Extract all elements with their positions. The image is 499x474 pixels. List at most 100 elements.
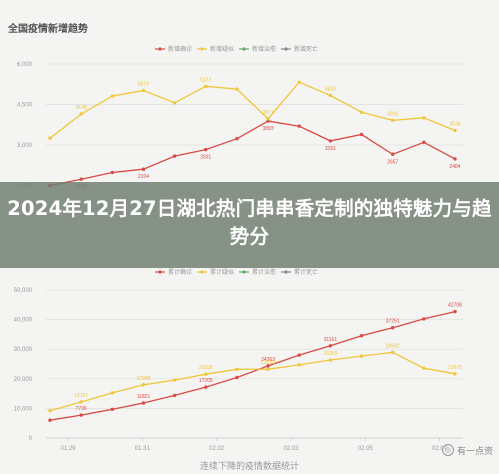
top-chart-data-label: 4148: [76, 105, 87, 111]
top-chart-data-label: 3916: [387, 111, 398, 117]
bottom-chart-data-point: [359, 354, 364, 358]
top-chart-legend-marker: [242, 47, 246, 51]
top-chart-data-point: [266, 117, 270, 121]
bottom-chart-data-label: 42708: [448, 303, 462, 309]
bottom-chart-data-label: 23260: [261, 360, 275, 366]
bottom-chart-data-label: 21675: [448, 365, 462, 371]
top-chart-data-point: [390, 118, 395, 122]
bottom-chart-data-label: 12167: [74, 393, 88, 399]
bottom-chart-data-point: [204, 372, 208, 376]
top-chart-data-label: 4833: [325, 87, 336, 93]
bottom-chart-xtick-label: 01.29: [60, 446, 76, 452]
top-chart-series-line: [49, 81, 456, 139]
top-chart-data-point: [359, 132, 364, 137]
bottom-chart-xtick-label: 01.31: [135, 446, 151, 452]
bottom-chart-data-point: [328, 344, 333, 348]
bottom-chart-ytick-label: 0: [29, 436, 33, 442]
top-chart-data-point: [235, 136, 239, 141]
top-chart-data-point: [422, 116, 426, 120]
top-chart-data-label: 2104: [138, 174, 149, 180]
bottom-chart-xtick-label: 02.03: [283, 446, 299, 452]
bottom-chart-data-point: [172, 393, 177, 398]
top-chart-ytick-label: 6,000: [17, 62, 33, 68]
top-chart: 6,0004,5003,0001,500新增确诊新增疑似新增治愈新增死亡1733…: [17, 45, 463, 190]
bottom-chart-series-line: [49, 351, 456, 412]
bottom-chart-legend-label: 累计确诊: [168, 268, 192, 276]
bottom-chart-data-point: [359, 334, 364, 338]
bottom-chart-data-point: [204, 385, 208, 389]
top-chart-ytick-label: 4,500: [17, 103, 33, 109]
top-chart-data-point: [453, 128, 457, 133]
bottom-chart-data-point: [266, 364, 270, 368]
top-chart-data-point: [141, 167, 146, 171]
bottom-chart-data-point: [48, 418, 52, 422]
top-chart-legend-marker: [284, 47, 288, 51]
top-chart-data-point: [204, 84, 208, 89]
top-chart-ytick-label: 3,000: [17, 143, 33, 149]
top-chart-data-label: 3971: [263, 110, 274, 116]
top-chart-data-label: 5173: [200, 77, 211, 83]
bottom-chart-ytick-label: 50,000: [14, 288, 33, 294]
bottom-chart-data-point: [422, 366, 426, 370]
bottom-chart-legend-label: 累计疑似: [210, 268, 234, 276]
top-chart-data-label: 3893: [263, 126, 274, 132]
bottom-chart-data-point: [141, 401, 146, 405]
bottom-chart-data-label: 21558: [199, 365, 213, 371]
top-chart-data-label: 3151: [325, 146, 336, 152]
top-chart-data-point: [390, 152, 395, 156]
bottom-chart-ytick-label: 10,000: [14, 406, 33, 412]
top-chart-data-point: [172, 154, 177, 158]
watermark: ◎ 有一点资: [441, 442, 493, 458]
headline-text: 2024年12月27日湖北热门串串香定制的独特魅力与趋势分: [7, 197, 492, 248]
bottom-chart-xtick-label: 02.05: [358, 446, 374, 452]
bottom-chart-legend-label: 累计治愈: [252, 268, 276, 276]
bottom-chart-legend-label: 累计死亡: [294, 268, 318, 276]
bottom-chart-data-label: 11821: [137, 394, 151, 400]
top-chart-data-point: [48, 136, 52, 140]
top-chart-data-point: [79, 112, 83, 116]
bottom-chart-data-point: [266, 367, 270, 371]
bottom-chart-data-label: 17205: [199, 378, 213, 384]
top-chart-data-point: [79, 177, 83, 181]
bottom-chart-legend-marker: [158, 270, 162, 274]
top-chart-legend-label: 新增确诊: [168, 45, 192, 53]
top-chart-data-label: 2657: [387, 159, 398, 165]
top-chart-data-point: [297, 80, 301, 84]
top-chart-data-point: [172, 101, 177, 105]
top-chart-data-label: 3536: [449, 122, 460, 128]
bottom-chart-ytick-label: 20,000: [14, 377, 33, 383]
watermark-text: 有一点资: [456, 445, 493, 456]
top-chart-legend-label: 新增疑似: [210, 45, 234, 53]
bottom-chart-data-point: [79, 400, 83, 404]
top-chart-data-point: [141, 88, 146, 93]
bottom-chart-legend-marker: [242, 270, 246, 274]
bottom-chart-data-point: [48, 408, 52, 413]
top-chart-data-point: [422, 140, 426, 144]
bottom-chart-data-point: [453, 309, 457, 314]
bottom-chart-data-label: 7736: [76, 406, 87, 412]
bottom-chart-data-point: [110, 391, 115, 395]
bottom-chart-data-point: [235, 367, 239, 371]
bottom-chart-data-point: [172, 378, 177, 382]
top-chart-data-label: 5019: [138, 81, 149, 87]
bottom-chart-series-line: [49, 310, 456, 421]
top-chart-data-point: [359, 110, 364, 114]
bottom-chart-data-point: [390, 350, 395, 355]
bottom-chart-data-point: [297, 363, 301, 367]
bottom-chart-data-label: 37251: [386, 319, 400, 325]
top-chart-data-point: [453, 157, 457, 161]
top-chart-data-point: [204, 147, 208, 152]
bottom-chart-ytick-label: 40,000: [14, 318, 33, 324]
bottom-chart-legend-marker: [284, 270, 288, 274]
bottom-chart-data-point: [453, 372, 457, 376]
top-chart-data-label: 2484: [449, 164, 460, 170]
watermark-logo-icon: ◎: [441, 444, 454, 456]
bottom-chart-data-label: 17988: [137, 376, 151, 382]
top-chart-legend-marker: [158, 47, 162, 51]
top-chart-data-point: [328, 93, 333, 98]
top-chart-data-point: [235, 87, 239, 91]
bottom-chart-data-point: [328, 358, 333, 362]
bottom-chart: 50,000 40,000 30,000 20,000 10,000 0 累计确诊 累计疑似 累…: [14, 268, 463, 452]
top-chart-legend-marker: [200, 47, 204, 51]
bottom-chart-data-point: [390, 326, 395, 330]
